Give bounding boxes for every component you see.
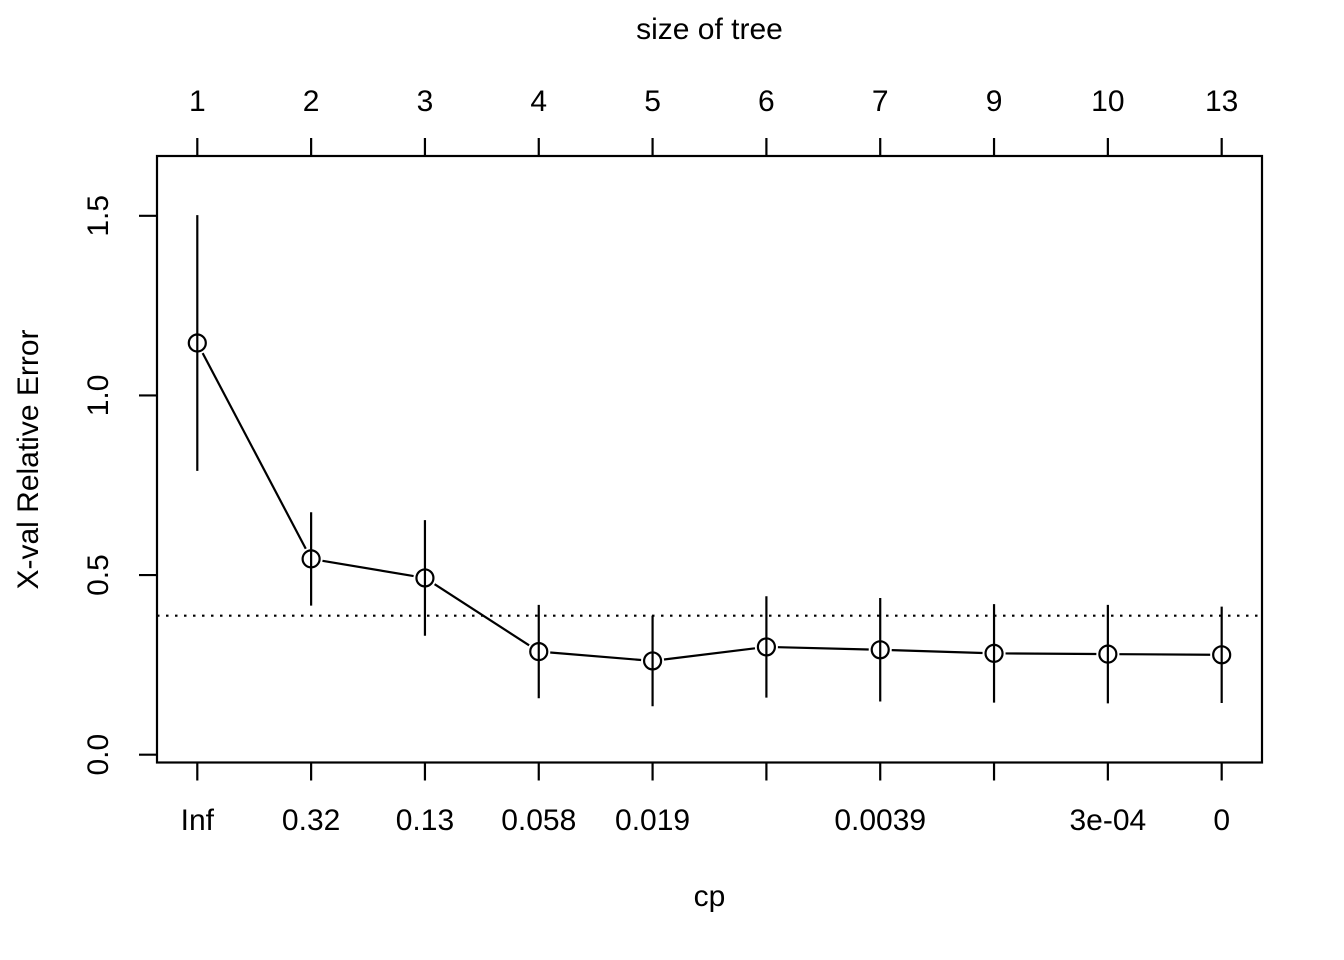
top-axis-title: size of tree bbox=[636, 13, 783, 46]
data-point-marker bbox=[301, 549, 321, 569]
bottom-axis-tick-label: 3e-04 bbox=[1069, 804, 1146, 837]
plot-layers: 1 2 3 4 5 6 7 9 10 13 Inf 0.32 0.13 0.058 0.019 0.0039 3… bbox=[82, 85, 1264, 837]
series-line-segment bbox=[433, 583, 530, 647]
top-axis-tick-label: 1 bbox=[189, 85, 206, 118]
data-point-marker bbox=[756, 637, 777, 657]
bottom-axis-tick-label: Inf bbox=[181, 804, 215, 837]
top-axis-tick-label: 13 bbox=[1205, 85, 1238, 118]
data-point-marker bbox=[1212, 645, 1232, 665]
plot-border bbox=[155, 154, 1264, 764]
y-axis-title: X-val Relative Error bbox=[12, 329, 45, 589]
series-line-segment bbox=[550, 651, 642, 662]
top-axis-tick-label: 2 bbox=[303, 85, 320, 118]
data-point-marker bbox=[984, 643, 1004, 663]
series-line-segment bbox=[322, 559, 414, 578]
y-axis-tick-label: 0.5 bbox=[82, 554, 115, 596]
data-point-marker bbox=[870, 640, 890, 660]
series-line-segment bbox=[1119, 653, 1211, 656]
y-axis-tick-label: 0.0 bbox=[82, 734, 115, 776]
series-line-segment bbox=[1005, 652, 1097, 656]
series-line-segment bbox=[891, 649, 983, 655]
y-axis-tick-label: 1.0 bbox=[82, 375, 115, 417]
y-axis-tick-label: 1.5 bbox=[82, 195, 115, 237]
data-point-marker bbox=[529, 641, 549, 662]
bottom-axis-tick-label: 0.32 bbox=[282, 804, 340, 837]
data-point-marker bbox=[187, 333, 207, 353]
bottom-axis-tick-label: 0.13 bbox=[396, 804, 454, 837]
top-axis-tick-label: 3 bbox=[417, 85, 434, 118]
bottom-axis-tick-label: 0.0039 bbox=[834, 804, 926, 837]
series-line-segment bbox=[201, 352, 307, 550]
top-axis-tick-label: 6 bbox=[758, 85, 775, 118]
bottom-axis-tick-label: 0.058 bbox=[501, 804, 576, 837]
bottom-axis-tick-label: 0 bbox=[1213, 804, 1230, 837]
bottom-axis-tick-label: 0.019 bbox=[615, 804, 690, 837]
top-axis-tick-label: 9 bbox=[986, 85, 1003, 118]
series-line-segment bbox=[777, 646, 869, 651]
top-axis-tick-label: 7 bbox=[872, 85, 889, 118]
series-line-segment bbox=[663, 647, 756, 661]
top-axis-tick-label: 10 bbox=[1091, 85, 1124, 118]
top-axis-tick-label: 4 bbox=[530, 85, 547, 118]
data-point-marker bbox=[642, 651, 663, 671]
top-axis-tick-label: 5 bbox=[644, 85, 661, 118]
data-point-marker bbox=[1098, 644, 1118, 664]
x-axis-title: cp bbox=[694, 880, 726, 913]
data-point-marker bbox=[415, 568, 435, 588]
